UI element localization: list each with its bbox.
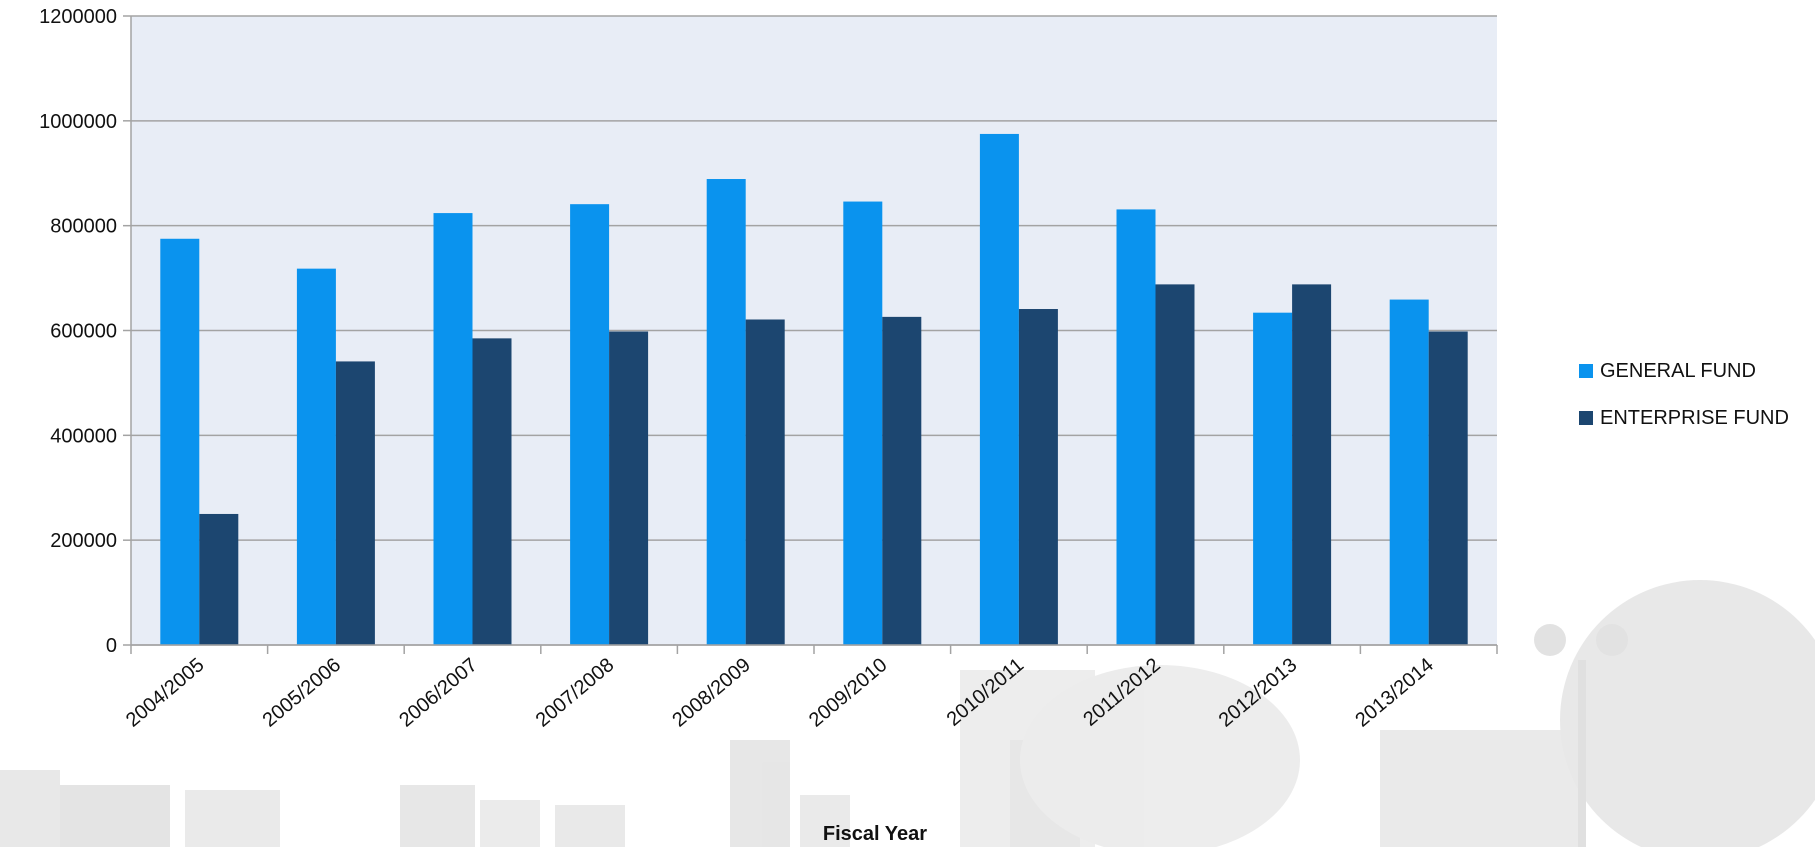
legend-label-enterprise-fund: ENTERPRISE FUND xyxy=(1600,406,1789,429)
x-tick-label: 2013/2014 xyxy=(1351,654,1438,732)
bar-enterprise-fund-2010-2011 xyxy=(1018,309,1058,645)
bar-enterprise-fund-2009-2010 xyxy=(882,316,922,645)
bar-general-fund-2006-2007 xyxy=(433,213,473,645)
bar-general-fund-2008-2009 xyxy=(706,179,746,645)
x-tick-label: 2006/2007 xyxy=(395,654,482,732)
bar-general-fund-2013-2014 xyxy=(1389,299,1429,645)
bar-general-fund-2009-2010 xyxy=(843,201,883,645)
bars xyxy=(160,133,1468,646)
x-axis-title: Fiscal Year xyxy=(823,823,927,845)
bar-enterprise-fund-2004-2005 xyxy=(199,513,239,645)
y-tick-label: 800000 xyxy=(50,216,117,238)
bar-general-fund-2011-2012 xyxy=(1116,209,1156,646)
bar-general-fund-2004-2005 xyxy=(160,238,200,646)
bar-enterprise-fund-2006-2007 xyxy=(472,338,512,645)
bar-enterprise-fund-2012-2013 xyxy=(1292,284,1332,645)
skyline-watermark xyxy=(0,580,1815,847)
bar-general-fund-2007-2008 xyxy=(570,204,610,645)
axes xyxy=(123,15,1498,654)
x-tick-label: 2004/2005 xyxy=(122,654,209,732)
bar-enterprise-fund-2005-2006 xyxy=(335,361,375,645)
x-tick-label: 2005/2006 xyxy=(259,654,346,732)
x-tick-label: 2009/2010 xyxy=(805,654,892,732)
legend-item-enterprise-fund: ENTERPRISE FUND xyxy=(1579,405,1789,431)
y-tick-label: 200000 xyxy=(50,530,117,552)
bar-enterprise-fund-2007-2008 xyxy=(609,331,649,645)
x-tick-label: 2007/2008 xyxy=(532,654,619,732)
legend-label-general-fund: GENERAL FUND xyxy=(1600,359,1756,382)
bar-enterprise-fund-2013-2014 xyxy=(1428,331,1468,645)
x-tick-labels: 2004/2005 2005/2006 2006/2007 2007/2008 2008… xyxy=(122,654,1438,732)
legend: GENERAL FUND ENTERPRISE FUND xyxy=(1579,358,1789,452)
bar-general-fund-2010-2011 xyxy=(979,133,1019,645)
y-tick-label: 0 xyxy=(106,635,117,657)
legend-swatch-general-fund xyxy=(1579,364,1593,378)
legend-item-general-fund: GENERAL FUND xyxy=(1579,358,1789,384)
bar-general-fund-2005-2006 xyxy=(296,268,336,645)
y-tick-label: 400000 xyxy=(50,425,117,447)
y-tick-label: 600000 xyxy=(50,321,117,343)
bar-general-fund-2012-2013 xyxy=(1253,312,1293,645)
y-tick-labels: 0 200000 400000 600000 800000 1000000 1200000 xyxy=(39,6,117,657)
bar-enterprise-fund-2011-2012 xyxy=(1155,284,1195,645)
x-tick-label: 2008/2009 xyxy=(668,654,755,732)
legend-swatch-enterprise-fund xyxy=(1579,411,1593,425)
bar-enterprise-fund-2008-2009 xyxy=(745,319,785,645)
y-tick-label: 1200000 xyxy=(39,6,117,28)
y-tick-label: 1000000 xyxy=(39,111,117,133)
